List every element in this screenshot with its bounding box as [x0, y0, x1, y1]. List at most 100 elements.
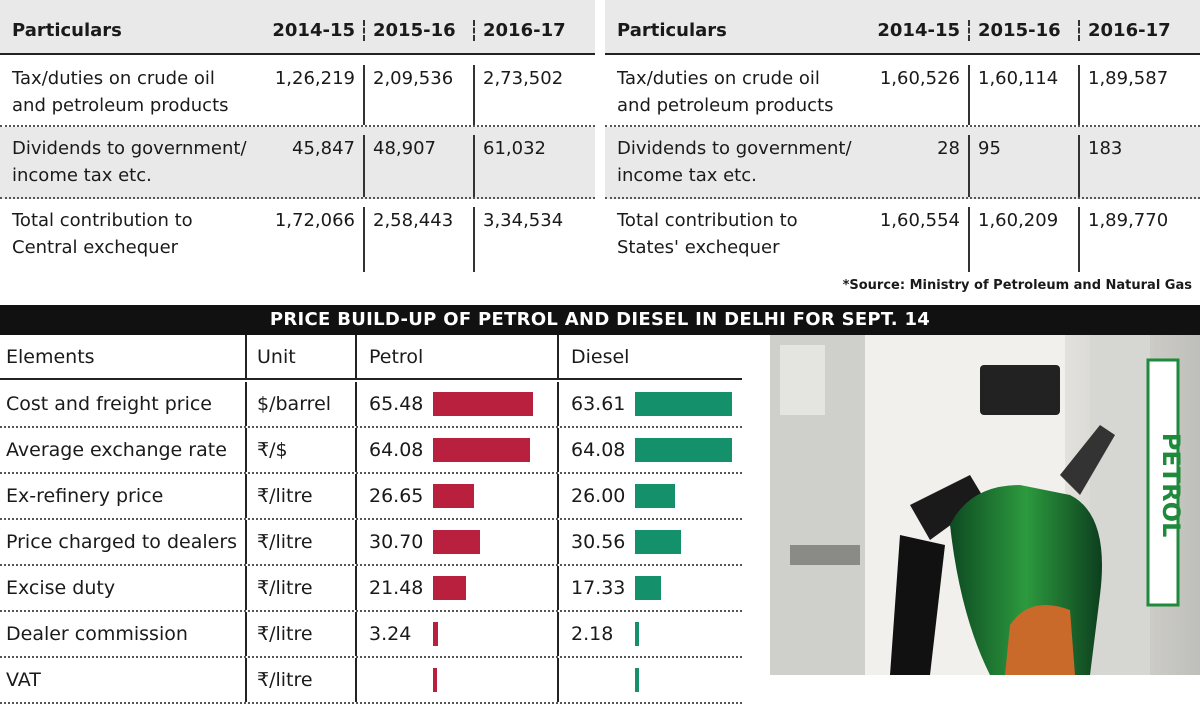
- cell-value: 1,60,209: [968, 207, 1078, 272]
- cell-value: 2,09,536: [363, 65, 473, 125]
- row-label-line: Central exchequer: [12, 237, 179, 258]
- petrol-cell: 26.65: [355, 474, 557, 518]
- unit-label: ₹/litre: [245, 474, 355, 518]
- row-label: Dividends to government/income tax etc.: [605, 135, 860, 197]
- petrol-cell: 64.08: [355, 428, 557, 472]
- column-header: Unit: [245, 335, 355, 378]
- diesel-bar: [635, 622, 639, 646]
- element-label: Price charged to dealers: [6, 531, 238, 553]
- cell-value: 1,60,526: [879, 68, 960, 89]
- column-header: 2015-16: [363, 20, 473, 41]
- cell-value: 1,89,770: [1078, 207, 1188, 272]
- petrol-label: PETROL: [1157, 433, 1185, 538]
- table-row: Dividends to government/income tax etc. 2…: [605, 127, 1200, 199]
- element-label: Average exchange rate: [6, 439, 227, 461]
- cell-value: 1,60,554: [879, 210, 960, 231]
- cell-value: 1,89,587: [1078, 65, 1188, 125]
- row-label: Tax/duties on crude oil and petroleum pro…: [605, 65, 860, 125]
- row-label: Dividends to government/income tax etc.: [0, 135, 255, 197]
- petrol-bar: [433, 438, 531, 462]
- petrol-cell: 30.70: [355, 520, 557, 564]
- element-label: Ex-refinery price: [6, 485, 164, 507]
- table-row: Total contribution to States' exchequer 1,…: [605, 199, 1200, 272]
- unit-label: ₹/litre: [245, 612, 355, 656]
- table-row: Total contribution to Central exchequer 1,…: [0, 199, 595, 272]
- row-label-line: Tax/duties on crude oil: [12, 68, 215, 89]
- column-header: Particulars: [12, 20, 122, 41]
- diesel-value: 30.56: [571, 531, 626, 553]
- diesel-cell: 2.18: [557, 612, 742, 656]
- table-row: Tax/duties on crude oil and petroleum pro…: [0, 57, 595, 127]
- petrol-value: 21.48: [369, 577, 424, 599]
- diesel-value: 64.08: [571, 439, 626, 461]
- row-label: Total contribution to Central exchequer: [0, 207, 255, 272]
- diesel-value: 63.61: [571, 393, 626, 415]
- price-buildup-table: Elements Unit Petrol Diesel Cost and freight…: [0, 335, 742, 704]
- row-label-line: income tax etc.: [617, 165, 757, 186]
- column-header: 2016-17: [1078, 20, 1188, 41]
- element-label: Excise duty: [6, 577, 116, 599]
- diesel-cell: [557, 658, 742, 702]
- petrol-value: 30.70: [369, 531, 424, 553]
- cell-value: 61,032: [473, 135, 583, 197]
- price-table-header: Elements Unit Petrol Diesel: [0, 335, 742, 380]
- petrol-cell: [355, 658, 557, 702]
- states-exchequer-table: Particulars 2014-15 2015-16 2016-17 Tax/duti…: [605, 0, 1200, 272]
- petrol-value: 65.48: [369, 393, 424, 415]
- price-row: Cost and freight price $/barrel 65.48 63.61: [0, 382, 742, 428]
- diesel-bar: [635, 392, 732, 416]
- element-label: Dealer commission: [6, 623, 188, 645]
- central-exchequer-table: Particulars 2014-15 2015-16 2016-17 Tax/duti…: [0, 0, 595, 272]
- price-row: Price charged to dealers ₹/litre 30.70 30.5…: [0, 520, 742, 566]
- petrol-bar: [433, 668, 437, 692]
- source-note: *Source: Ministry of Petroleum and Natur…: [842, 278, 1192, 293]
- diesel-bar: [635, 438, 733, 462]
- cell-value: 1,26,219: [274, 68, 355, 89]
- row-label-line: Total contribution to: [617, 210, 798, 231]
- column-header: Petrol: [355, 335, 557, 378]
- row-label-line: income tax etc.: [12, 165, 152, 186]
- price-row: Dealer commission ₹/litre 3.24 2.18: [0, 612, 742, 658]
- petrol-bar: [433, 484, 474, 508]
- element-label: VAT: [6, 669, 41, 691]
- diesel-value: 17.33: [571, 577, 626, 599]
- row-label: Tax/duties on crude oil and petroleum pro…: [0, 65, 255, 125]
- row-label-line: and petroleum products: [617, 95, 834, 116]
- unit-label: ₹/litre: [245, 520, 355, 564]
- column-header: 2014-15: [877, 20, 960, 41]
- petrol-bar: [433, 392, 533, 416]
- diesel-bar: [635, 530, 682, 554]
- petrol-bar: [433, 622, 438, 646]
- cell-value: 45,847: [292, 138, 355, 159]
- petrol-value: 26.65: [369, 485, 424, 507]
- cell-value: 2,58,443: [363, 207, 473, 272]
- table-header: Particulars 2014-15 2015-16 2016-17: [605, 0, 1200, 55]
- cell-value: 1,72,066: [274, 210, 355, 231]
- diesel-cell: 64.08: [557, 428, 742, 472]
- unit-label: ₹/litre: [245, 658, 355, 702]
- petrol-cell: 3.24: [355, 612, 557, 656]
- petrol-bar: [433, 530, 480, 554]
- price-buildup-title: PRICE BUILD-UP OF PETROL AND DIESEL IN D…: [0, 305, 1200, 335]
- petrol-value: 64.08: [369, 439, 424, 461]
- row-label-line: Dividends to government/: [617, 138, 852, 159]
- row-label-line: Dividends to government/: [12, 138, 247, 159]
- diesel-cell: 26.00: [557, 474, 742, 518]
- row-label-line: Total contribution to: [12, 210, 193, 231]
- cell-value: 28: [937, 138, 960, 159]
- petrol-value: 3.24: [369, 623, 412, 645]
- diesel-bar: [635, 484, 675, 508]
- diesel-cell: 17.33: [557, 566, 742, 610]
- column-header: Diesel: [557, 335, 742, 378]
- column-header: 2016-17: [473, 20, 583, 41]
- diesel-bar: [635, 576, 662, 600]
- column-header: 2015-16: [968, 20, 1078, 41]
- petrol-cell: 65.48: [355, 382, 557, 426]
- table-row: Tax/duties on crude oil and petroleum pro…: [605, 57, 1200, 127]
- diesel-value: 2.18: [571, 623, 614, 645]
- cell-value: 3,34,534: [473, 207, 583, 272]
- unit-label: ₹/$: [245, 428, 355, 472]
- element-label: Cost and freight price: [6, 393, 212, 415]
- diesel-cell: 30.56: [557, 520, 742, 564]
- row-label-line: and petroleum products: [12, 95, 229, 116]
